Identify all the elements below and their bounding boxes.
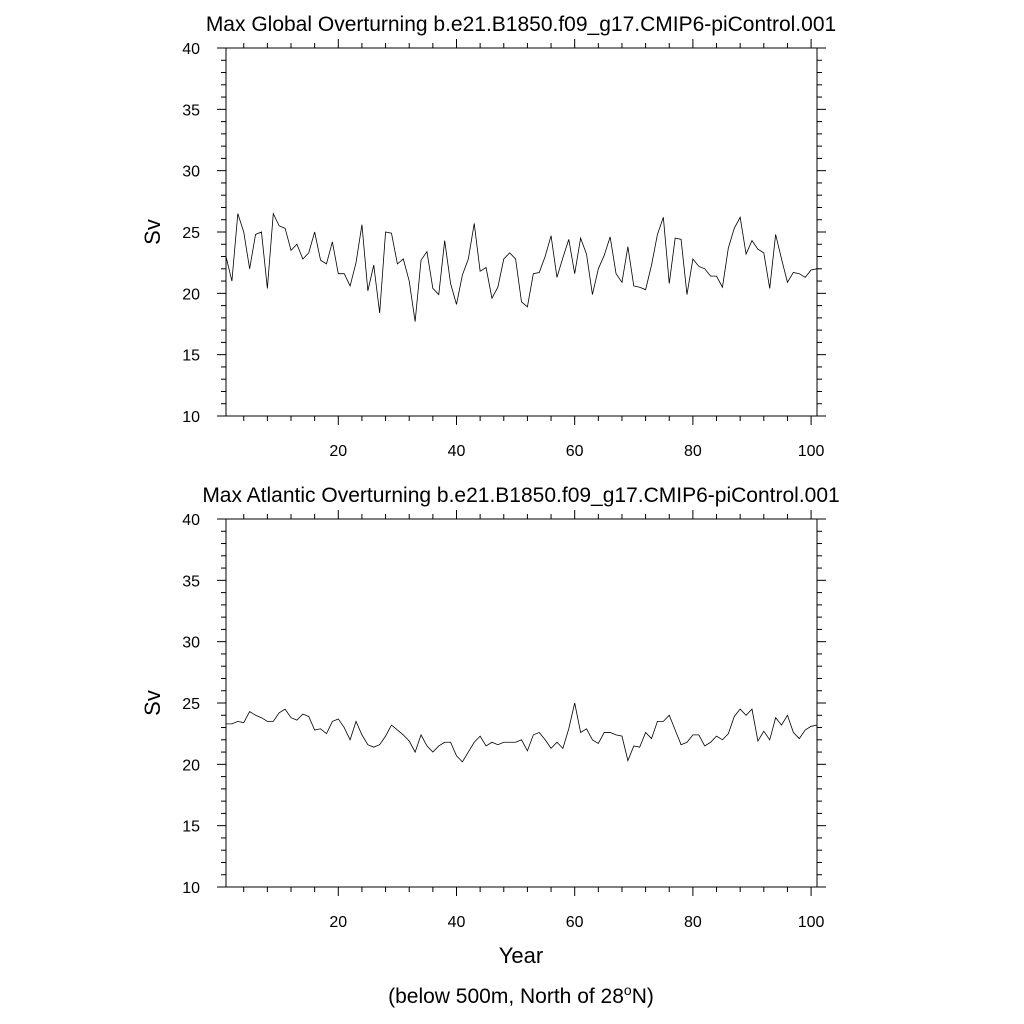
x-tick-label: 20 (329, 914, 347, 931)
tick-labels: 10 15 20 25 30 35 40 20 40 60 80 100 (182, 41, 824, 460)
y-tick-label: 40 (182, 41, 200, 58)
footnote-suffix: N) (632, 985, 654, 1008)
series-line (225, 212, 818, 322)
x-tick-label: 40 (448, 914, 466, 931)
x-axis-label: Year (499, 943, 543, 968)
tick-labels: 10 15 20 25 30 35 40 20 40 60 80 100 (182, 512, 824, 931)
x-tick-label: 80 (684, 914, 702, 931)
y-tick-label: 15 (182, 819, 200, 836)
y-tick-label: 20 (182, 757, 200, 774)
y-tick-label: 35 (182, 573, 200, 590)
x-tick-label: 60 (566, 443, 584, 460)
y-axis-label: Sv (140, 219, 165, 245)
x-tick-label: 100 (798, 914, 825, 931)
x-tick-label: 80 (684, 443, 702, 460)
y-tick-label: 35 (182, 102, 200, 119)
global-overturning-panel: Max Global Overturning b.e21.B1850.f09_g… (140, 13, 836, 460)
plot-frame (225, 47, 818, 417)
plot-frame (225, 518, 818, 888)
footnote-text: (below 500m, North of 28 (388, 985, 624, 1008)
y-tick-label: 10 (182, 409, 200, 426)
axis-ticks (217, 39, 826, 425)
y-tick-label: 25 (182, 225, 200, 242)
y-tick-label: 40 (182, 512, 200, 529)
chart-title: Max Global Overturning b.e21.B1850.f09_g… (206, 13, 836, 36)
y-tick-label: 30 (182, 164, 200, 181)
y-tick-label: 30 (182, 635, 200, 652)
chart-title: Max Atlantic Overturning b.e21.B1850.f09… (202, 484, 839, 507)
series-line (226, 702, 818, 763)
y-tick-label: 25 (182, 696, 200, 713)
y-tick-label: 20 (182, 286, 200, 303)
footnote-superscript: o (624, 982, 632, 998)
y-tick-label: 15 (182, 348, 200, 365)
atlantic-overturning-panel: Max Atlantic Overturning b.e21.B1850.f09… (140, 484, 840, 931)
y-tick-label: 10 (182, 880, 200, 897)
footnote: (below 500m, North of 28oN) (388, 982, 654, 1008)
x-tick-label: 20 (329, 443, 347, 460)
y-axis-label: Sv (140, 690, 165, 716)
axis-ticks (217, 510, 826, 896)
x-tick-label: 100 (798, 443, 825, 460)
x-tick-label: 60 (566, 914, 584, 931)
x-tick-label: 40 (448, 443, 466, 460)
